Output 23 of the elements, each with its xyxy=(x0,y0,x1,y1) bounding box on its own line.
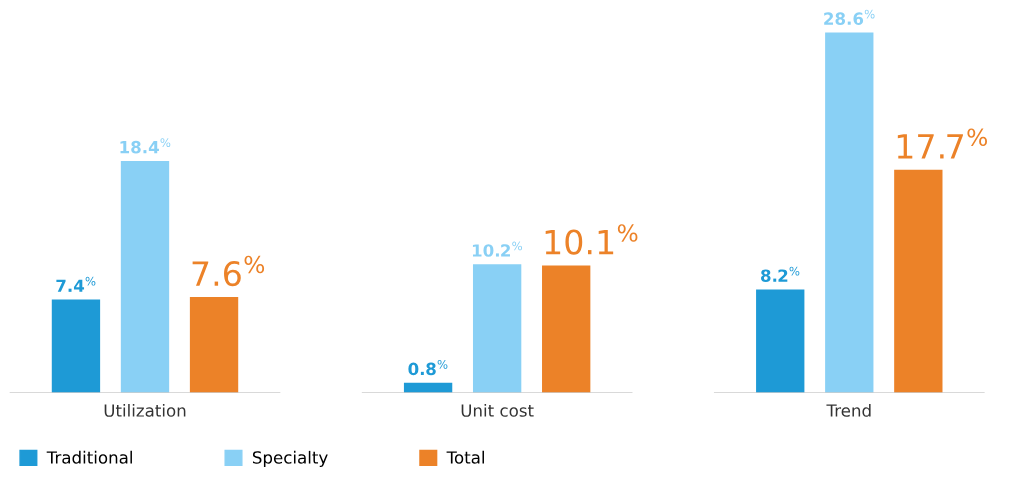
bar xyxy=(189,297,239,393)
bar xyxy=(756,289,805,393)
bar xyxy=(894,169,943,393)
bar xyxy=(542,265,591,393)
legend-label: Traditional xyxy=(46,450,132,464)
data-label: 0.8$^{%}$ xyxy=(408,359,448,376)
data-label: 17.7$^{%}$ xyxy=(897,128,987,159)
data-label: 8.2$^{%}$ xyxy=(761,266,800,282)
bar xyxy=(472,264,522,393)
data-label: 28.6$^{%}$ xyxy=(824,9,875,25)
data-label: 7.4$^{%}$ xyxy=(56,276,96,292)
bar xyxy=(825,32,874,393)
x-tick-label: Utilization xyxy=(104,403,186,417)
data-label: 18.4$^{%}$ xyxy=(120,138,171,154)
x-tick-label: Trend xyxy=(826,403,871,417)
bar xyxy=(120,160,170,393)
x-tick-label: Unit cost xyxy=(461,403,534,417)
bar xyxy=(51,299,101,393)
legend-label: Specialty xyxy=(252,450,328,467)
legend-label: Total xyxy=(446,450,484,464)
data-label: 7.6$^{%}$ xyxy=(192,255,265,287)
data-label: 10.1$^{%}$ xyxy=(545,224,638,255)
data-label: 10.2$^{%}$ xyxy=(472,241,523,257)
